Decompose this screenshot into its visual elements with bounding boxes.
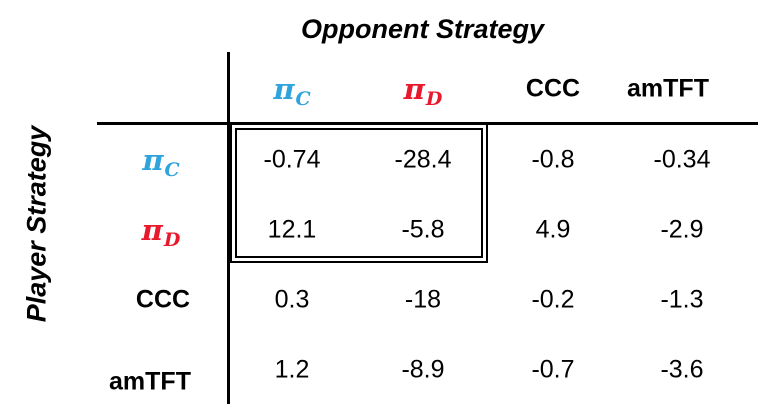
matrix-cell: -5.8 [401,215,445,244]
row-header-ccc: CCC [135,285,191,314]
col-header-ccc: CCC [525,74,581,103]
matrix-cell: -3.6 [660,355,704,384]
matrix-cell: -0.74 [263,145,321,174]
matrix-cell: -0.8 [531,145,575,174]
row-header-pi-d: πD [142,213,181,251]
matrix-cell: -0.7 [531,355,575,384]
row-header-amtft: amTFT [109,367,191,396]
col-header-pi-d-sub: D [425,88,443,110]
matrix-cell: -28.4 [394,145,452,174]
row-header-pi-c-symbol: π [142,143,164,177]
col-header-pi-c: πC [273,72,310,110]
player-strategy-title: Player Strategy [21,125,52,323]
row-header-pi-d-symbol: π [141,213,163,247]
matrix-cell: -0.34 [653,145,711,174]
matrix-cell: -1.3 [660,285,704,314]
matrix-cell: 1.2 [274,355,310,384]
opponent-strategy-title: Opponent Strategy [300,14,544,44]
highlight-box-inner [235,128,483,258]
matrix-cell: -2.9 [660,215,704,244]
matrix-cell: 4.9 [535,215,571,244]
matrix-cell: -0.2 [531,285,575,314]
vertical-divider [227,52,230,404]
row-header-pi-c-sub: C [164,159,180,181]
highlight-box-outer [230,123,488,263]
matrix-cell: -18 [404,285,442,314]
matrix-cell: -8.9 [401,355,445,384]
col-header-pi-d-symbol: π [403,72,425,106]
col-header-pi-d: πD [404,72,443,110]
col-header-amtft: amTFT [627,74,709,103]
row-header-pi-d-sub: D [163,229,181,251]
row-header-pi-c: πC [142,143,179,181]
matrix-cell: 0.3 [274,285,310,314]
col-header-pi-c-symbol: π [273,72,295,106]
matrix-cell: 12.1 [267,215,317,244]
col-header-pi-c-sub: C [295,88,311,110]
